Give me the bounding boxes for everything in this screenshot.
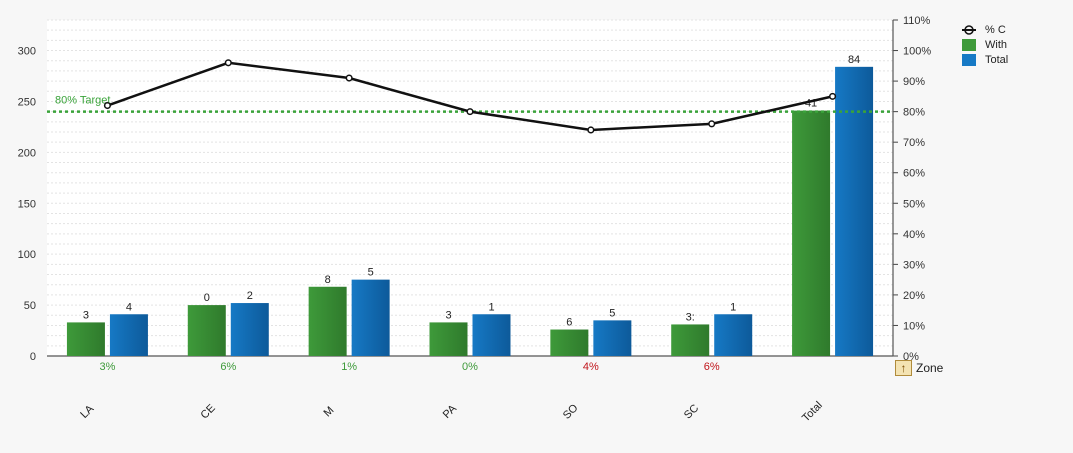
legend-label-with: With: [985, 38, 1007, 51]
bar-total: [109, 314, 148, 356]
right-axis-tick-label: 50%: [903, 198, 925, 210]
bar-with: [187, 305, 226, 356]
left-axis-tick-label: 150: [18, 198, 36, 210]
category-label: SO: [561, 402, 581, 422]
category-label: M: [322, 404, 337, 419]
bar-value-label: 3: [83, 309, 89, 321]
percent-label: 6%: [220, 361, 236, 373]
bar-value-label: 1: [488, 301, 494, 313]
right-axis-tick-label: 30%: [903, 259, 925, 271]
zone-sort-button[interactable]: ↑ Zone: [895, 360, 943, 376]
category-label: Total: [800, 399, 825, 424]
legend-swatch-with: [962, 38, 976, 51]
legend-line-swatch: [962, 24, 976, 35]
percent-line-point: [708, 120, 716, 128]
right-axis-tick-label: 10%: [903, 320, 925, 332]
bar-with: [671, 324, 710, 356]
bar-with: [429, 322, 468, 356]
bar-value-label: 3:: [686, 311, 695, 323]
percent-line-point: [829, 92, 837, 100]
percent-label: 1%: [341, 361, 357, 373]
bar-value-label: 2: [247, 290, 253, 302]
right-axis-tick-label: 100%: [903, 46, 931, 58]
percent-line-point: [345, 74, 353, 82]
legend-item-with[interactable]: With: [962, 37, 1008, 52]
left-axis-tick-label: 300: [18, 46, 36, 58]
bar-value-label: 3: [445, 309, 451, 321]
bar-total: [714, 314, 753, 356]
category-label: SC: [682, 402, 701, 421]
bar-total: [230, 303, 269, 356]
percent-line-point: [224, 59, 232, 67]
right-axis-tick-label: 80%: [903, 107, 925, 119]
bar-with: [550, 329, 589, 356]
bar-with: [308, 286, 347, 356]
sort-up-icon: ↑: [895, 360, 912, 376]
percent-line-point: [466, 108, 474, 116]
right-axis-tick-label: 90%: [903, 76, 925, 88]
legend: % C With Total: [962, 22, 1008, 67]
legend-swatch-total: [962, 53, 976, 66]
right-axis-tick-label: 40%: [903, 229, 925, 241]
percent-label: 0%: [462, 361, 478, 373]
target-label: 80% Target: [55, 95, 110, 107]
category-label: LA: [78, 402, 96, 420]
left-axis-tick-label: 250: [18, 96, 36, 108]
bar-value-label: 5: [368, 267, 374, 279]
right-axis-tick-label: 70%: [903, 137, 925, 149]
bar-value-label: 8: [325, 274, 331, 286]
bar-value-label: 5: [609, 307, 615, 319]
bar-total: [472, 314, 511, 356]
left-axis-tick-label: 0: [30, 351, 36, 363]
right-axis-tick-label: 20%: [903, 290, 925, 302]
bar-total: [351, 279, 390, 356]
bar-value-label: 4: [126, 301, 132, 313]
bar-value-label: 84: [848, 54, 860, 66]
zone-label: Zone: [916, 361, 944, 375]
percent-line-point: [103, 101, 111, 110]
bar-with: [792, 110, 831, 356]
percent-label: 6%: [704, 361, 720, 373]
percent-label: 4%: [583, 361, 599, 373]
bar-value-label: 1: [730, 301, 736, 313]
legend-item-line[interactable]: % C: [962, 22, 1008, 37]
right-axis-tick-label: 110%: [903, 15, 931, 27]
left-axis-tick-label: 200: [18, 147, 36, 159]
percent-label: 3%: [99, 361, 115, 373]
legend-item-total[interactable]: Total: [962, 52, 1008, 67]
legend-label-total: Total: [985, 53, 1009, 66]
bar-with: [66, 322, 105, 356]
bar-total: [835, 66, 874, 356]
category-label: PA: [441, 402, 460, 421]
left-axis-tick-label: 100: [18, 249, 36, 261]
percent-line-point: [587, 126, 595, 134]
left-axis-tick-label: 50: [24, 300, 36, 312]
category-label: CE: [199, 402, 218, 421]
bar-value-label: 0: [204, 292, 210, 304]
bar-total: [593, 320, 632, 356]
plot-background: [47, 20, 893, 356]
right-axis-tick-label: 60%: [903, 168, 925, 180]
legend-label-line: % C: [985, 23, 1006, 36]
bar-value-label: 6: [566, 317, 572, 329]
